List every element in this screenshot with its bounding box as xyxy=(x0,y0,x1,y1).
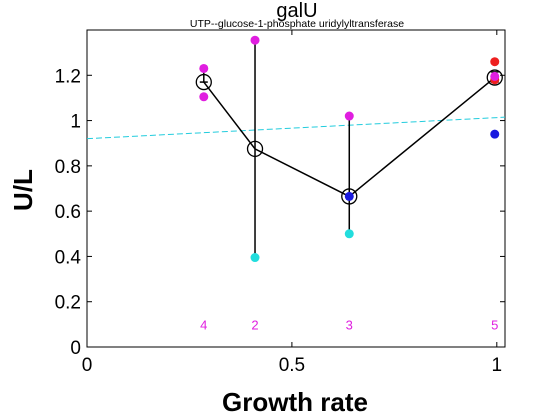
sample-point xyxy=(250,253,260,263)
chart-subtitle: UTP--glucose-1-phosphate uridylyltransfe… xyxy=(190,18,404,30)
mean-marker xyxy=(341,188,358,205)
error-bars xyxy=(199,39,499,259)
sample-point xyxy=(344,229,354,239)
count-label: 3 xyxy=(346,317,353,332)
mean-marker xyxy=(486,69,503,86)
count-label: 4 xyxy=(200,317,207,332)
count-label: 5 xyxy=(491,317,498,332)
mean-marker xyxy=(195,73,212,91)
y-axis-label: U/L xyxy=(8,169,38,211)
x-axis: 0 0.5 1 xyxy=(82,30,502,376)
chart-title: galU xyxy=(276,0,317,22)
sample-point xyxy=(490,129,500,139)
x-tick-label: 0.5 xyxy=(279,355,305,376)
sample-point xyxy=(344,191,354,201)
mean-line xyxy=(203,76,496,198)
sample-point xyxy=(490,71,500,81)
sample-point xyxy=(344,111,354,121)
sample-point xyxy=(199,63,209,73)
y-tick-label: 0.8 xyxy=(55,157,81,178)
count-label: 2 xyxy=(251,317,258,332)
y-tick-label: 0.4 xyxy=(55,247,82,268)
y-tick-label: 0.6 xyxy=(55,202,81,223)
sample-point xyxy=(490,57,500,67)
sample-points xyxy=(199,35,500,263)
y-tick-label: 0 xyxy=(70,338,81,359)
x-axis-label: Growth rate xyxy=(222,387,368,417)
x-tick-label: 1 xyxy=(492,355,503,376)
mean-marker xyxy=(246,140,264,158)
sample-point xyxy=(199,92,209,102)
sample-point xyxy=(250,35,260,45)
count-labels: 4 2 3 5 xyxy=(200,317,498,332)
y-tick-label: 1 xyxy=(70,112,81,133)
y-axis: 0 0.2 0.4 0.6 0.8 1 1.2 xyxy=(55,66,505,359)
x-tick-label: 0 xyxy=(82,355,93,376)
y-tick-label: 0.2 xyxy=(55,293,81,314)
plot-frame xyxy=(86,29,506,348)
trend-line xyxy=(86,116,506,140)
mean-markers xyxy=(195,69,503,205)
y-tick-label: 1.2 xyxy=(55,66,81,87)
